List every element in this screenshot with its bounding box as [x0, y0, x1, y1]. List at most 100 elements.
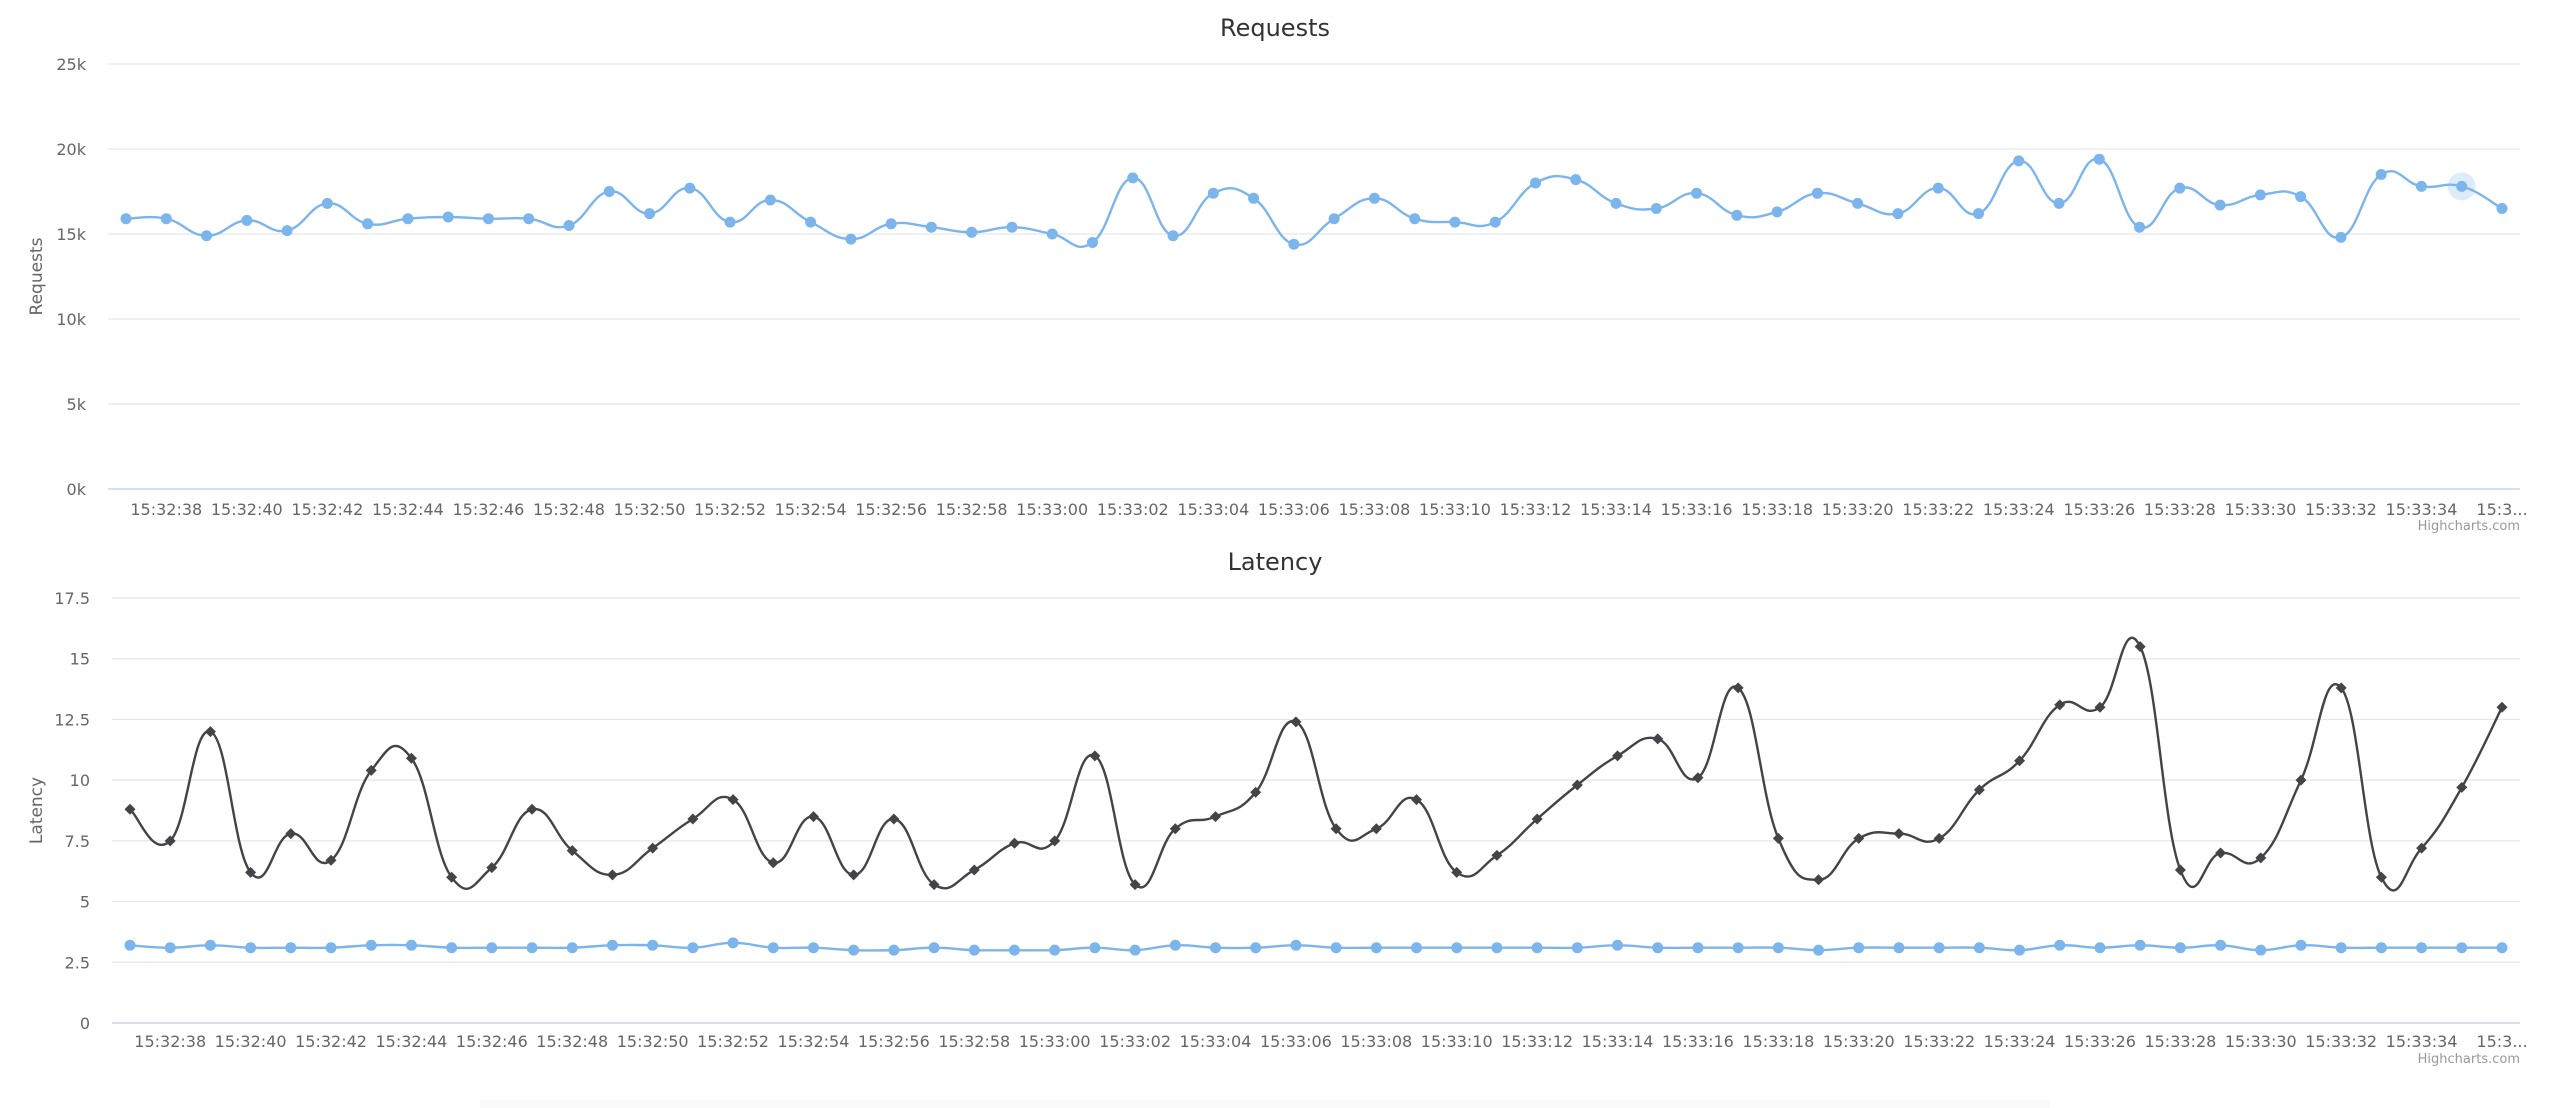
- data-point[interactable]: [1330, 823, 1342, 835]
- data-point[interactable]: [1129, 879, 1141, 891]
- data-point[interactable]: [1370, 942, 1382, 954]
- data-point[interactable]: [2214, 199, 2226, 211]
- data-point[interactable]: [1169, 823, 1181, 835]
- data-point[interactable]: [644, 208, 656, 220]
- data-point[interactable]: [1491, 942, 1503, 954]
- data-point[interactable]: [2375, 871, 2387, 883]
- data-point[interactable]: [1330, 942, 1342, 954]
- data-point[interactable]: [1933, 942, 1945, 954]
- data-point[interactable]: [1652, 942, 1664, 954]
- data-point[interactable]: [1813, 944, 1825, 956]
- data-point[interactable]: [888, 944, 900, 956]
- data-point[interactable]: [1650, 203, 1662, 214]
- data-point[interactable]: [687, 942, 699, 954]
- data-point[interactable]: [606, 869, 618, 881]
- data-point[interactable]: [204, 726, 216, 738]
- data-point[interactable]: [1250, 786, 1262, 798]
- data-point[interactable]: [325, 854, 337, 866]
- data-point[interactable]: [486, 862, 498, 874]
- data-point[interactable]: [1571, 942, 1583, 954]
- data-point[interactable]: [1328, 213, 1340, 225]
- data-point[interactable]: [1570, 174, 1582, 186]
- data-point[interactable]: [2335, 682, 2347, 694]
- data-point[interactable]: [603, 186, 615, 197]
- data-point[interactable]: [1209, 942, 1221, 954]
- data-point[interactable]: [2295, 191, 2307, 203]
- data-point[interactable]: [2054, 939, 2066, 951]
- data-point[interactable]: [2416, 842, 2428, 854]
- data-point[interactable]: [845, 233, 857, 245]
- data-point[interactable]: [1409, 213, 1421, 225]
- data-point[interactable]: [1127, 172, 1139, 184]
- data-point[interactable]: [805, 216, 817, 228]
- data-point[interactable]: [442, 211, 454, 223]
- data-point[interactable]: [201, 230, 213, 242]
- data-point[interactable]: [2215, 939, 2227, 951]
- data-point[interactable]: [925, 221, 937, 233]
- data-point[interactable]: [2054, 699, 2066, 711]
- data-point[interactable]: [2134, 939, 2146, 951]
- data-point[interactable]: [321, 197, 333, 209]
- data-point[interactable]: [2496, 942, 2508, 954]
- data-point[interactable]: [405, 939, 417, 951]
- data-point[interactable]: [1531, 813, 1543, 825]
- data-point[interactable]: [402, 213, 414, 225]
- data-point[interactable]: [1489, 216, 1501, 228]
- data-point[interactable]: [526, 803, 538, 815]
- data-point[interactable]: [1411, 794, 1423, 806]
- data-point[interactable]: [2094, 701, 2106, 713]
- data-point[interactable]: [2014, 944, 2026, 956]
- data-point[interactable]: [1006, 221, 1018, 233]
- data-point[interactable]: [2174, 864, 2186, 876]
- data-point[interactable]: [1248, 192, 1260, 204]
- data-point[interactable]: [767, 942, 779, 954]
- data-point[interactable]: [285, 942, 297, 954]
- data-point[interactable]: [1772, 942, 1784, 954]
- data-point[interactable]: [1209, 811, 1221, 823]
- data-point[interactable]: [2013, 155, 2025, 167]
- data-point[interactable]: [687, 813, 699, 825]
- data-point[interactable]: [1529, 177, 1541, 189]
- data-point[interactable]: [647, 842, 659, 854]
- data-point[interactable]: [1370, 823, 1382, 835]
- data-point[interactable]: [2014, 755, 2026, 767]
- data-point[interactable]: [120, 213, 132, 225]
- data-point[interactable]: [1008, 944, 1020, 956]
- data-point[interactable]: [526, 942, 538, 954]
- data-point[interactable]: [241, 214, 253, 226]
- data-point[interactable]: [1250, 942, 1262, 954]
- data-point[interactable]: [888, 813, 900, 825]
- data-point[interactable]: [1852, 197, 1864, 209]
- data-point[interactable]: [807, 811, 819, 823]
- data-point[interactable]: [1451, 866, 1463, 878]
- data-point[interactable]: [2134, 221, 2146, 233]
- data-point[interactable]: [1288, 238, 1300, 250]
- data-point[interactable]: [928, 942, 940, 954]
- data-point[interactable]: [362, 218, 374, 230]
- data-point[interactable]: [566, 942, 578, 954]
- data-point[interactable]: [1771, 206, 1783, 218]
- credits-link[interactable]: Highcharts.com: [2418, 1052, 2520, 1067]
- data-point[interactable]: [1892, 208, 1904, 220]
- data-point[interactable]: [1049, 944, 1061, 956]
- data-point[interactable]: [1449, 216, 1461, 228]
- data-point[interactable]: [1290, 939, 1302, 951]
- data-point[interactable]: [1853, 942, 1865, 954]
- data-point[interactable]: [928, 879, 940, 891]
- data-point[interactable]: [968, 944, 980, 956]
- data-point[interactable]: [724, 216, 736, 228]
- data-point[interactable]: [365, 764, 377, 776]
- data-point[interactable]: [1973, 784, 1985, 796]
- data-point[interactable]: [647, 939, 659, 951]
- data-point[interactable]: [1571, 779, 1583, 791]
- data-point[interactable]: [2053, 197, 2065, 209]
- data-point[interactable]: [1732, 942, 1744, 954]
- data-point[interactable]: [1610, 197, 1622, 209]
- data-point[interactable]: [2295, 774, 2307, 786]
- data-point[interactable]: [2375, 942, 2387, 954]
- data-point[interactable]: [482, 213, 494, 225]
- data-point[interactable]: [1167, 230, 1179, 242]
- data-point[interactable]: [1089, 942, 1101, 954]
- data-point[interactable]: [1813, 874, 1825, 886]
- data-point[interactable]: [1290, 716, 1302, 728]
